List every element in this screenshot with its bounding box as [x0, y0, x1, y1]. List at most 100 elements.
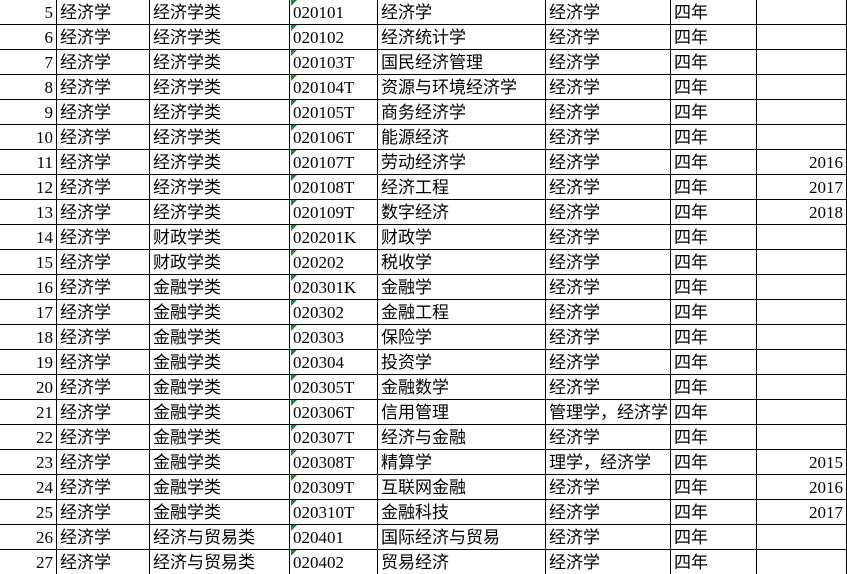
duration-cell[interactable]: 四年 [671, 400, 757, 425]
category-cell[interactable]: 经济学类 [150, 0, 290, 25]
year-added-cell[interactable] [757, 250, 847, 275]
discipline-cell[interactable]: 经济学 [57, 325, 150, 350]
category-cell[interactable]: 经济学类 [150, 150, 290, 175]
year-added-cell[interactable] [757, 125, 847, 150]
degree-cell[interactable]: 经济学 [546, 250, 671, 275]
major-code-cell[interactable]: 020304 [290, 350, 378, 375]
year-added-cell[interactable] [757, 25, 847, 50]
year-added-cell[interactable] [757, 550, 847, 574]
category-cell[interactable]: 经济学类 [150, 125, 290, 150]
duration-cell[interactable]: 四年 [671, 75, 757, 100]
year-added-cell[interactable]: 2018 [757, 200, 847, 225]
duration-cell[interactable]: 四年 [671, 525, 757, 550]
major-name-cell[interactable]: 经济学 [378, 0, 546, 25]
duration-cell[interactable]: 四年 [671, 475, 757, 500]
major-name-cell[interactable]: 数字经济 [378, 200, 546, 225]
discipline-cell[interactable]: 经济学 [57, 475, 150, 500]
degree-cell[interactable]: 经济学 [546, 350, 671, 375]
year-added-cell[interactable] [757, 350, 847, 375]
major-code-cell[interactable]: 020302 [290, 300, 378, 325]
degree-cell[interactable]: 经济学 [546, 225, 671, 250]
discipline-cell[interactable]: 经济学 [57, 200, 150, 225]
category-cell[interactable]: 财政学类 [150, 225, 290, 250]
year-added-cell[interactable] [757, 425, 847, 450]
degree-cell[interactable]: 经济学 [546, 300, 671, 325]
major-code-cell[interactable]: 020107T [290, 150, 378, 175]
major-name-cell[interactable]: 经济统计学 [378, 25, 546, 50]
year-added-cell[interactable] [757, 0, 847, 25]
year-added-cell[interactable] [757, 275, 847, 300]
degree-cell[interactable]: 经济学 [546, 475, 671, 500]
duration-cell[interactable]: 四年 [671, 450, 757, 475]
major-name-cell[interactable]: 国民经济管理 [378, 50, 546, 75]
degree-cell[interactable]: 经济学 [546, 325, 671, 350]
year-added-cell[interactable]: 2017 [757, 175, 847, 200]
row-number-cell[interactable]: 7 [0, 50, 57, 75]
category-cell[interactable]: 金融学类 [150, 275, 290, 300]
major-name-cell[interactable]: 金融学 [378, 275, 546, 300]
year-added-cell[interactable] [757, 225, 847, 250]
major-code-cell[interactable]: 020102 [290, 25, 378, 50]
year-added-cell[interactable] [757, 525, 847, 550]
category-cell[interactable]: 经济学类 [150, 75, 290, 100]
year-added-cell[interactable]: 2016 [757, 475, 847, 500]
discipline-cell[interactable]: 经济学 [57, 100, 150, 125]
degree-cell[interactable]: 管理学，经济学 [546, 400, 671, 425]
discipline-cell[interactable]: 经济学 [57, 300, 150, 325]
degree-cell[interactable]: 经济学 [546, 0, 671, 25]
row-number-cell[interactable]: 10 [0, 125, 57, 150]
major-code-cell[interactable]: 020308T [290, 450, 378, 475]
year-added-cell[interactable]: 2015 [757, 450, 847, 475]
year-added-cell[interactable] [757, 50, 847, 75]
duration-cell[interactable]: 四年 [671, 550, 757, 574]
major-code-cell[interactable]: 020402 [290, 550, 378, 574]
discipline-cell[interactable]: 经济学 [57, 350, 150, 375]
degree-cell[interactable]: 经济学 [546, 150, 671, 175]
degree-cell[interactable]: 经济学 [546, 425, 671, 450]
row-number-cell[interactable]: 14 [0, 225, 57, 250]
row-number-cell[interactable]: 18 [0, 325, 57, 350]
year-added-cell[interactable] [757, 400, 847, 425]
major-name-cell[interactable]: 税收学 [378, 250, 546, 275]
discipline-cell[interactable]: 经济学 [57, 500, 150, 525]
duration-cell[interactable]: 四年 [671, 175, 757, 200]
discipline-cell[interactable]: 经济学 [57, 450, 150, 475]
major-code-cell[interactable]: 020109T [290, 200, 378, 225]
major-name-cell[interactable]: 保险学 [378, 325, 546, 350]
row-number-cell[interactable]: 5 [0, 0, 57, 25]
degree-cell[interactable]: 理学，经济学 [546, 450, 671, 475]
discipline-cell[interactable]: 经济学 [57, 25, 150, 50]
category-cell[interactable]: 经济学类 [150, 50, 290, 75]
duration-cell[interactable]: 四年 [671, 375, 757, 400]
major-name-cell[interactable]: 资源与环境经济学 [378, 75, 546, 100]
discipline-cell[interactable]: 经济学 [57, 550, 150, 574]
degree-cell[interactable]: 经济学 [546, 200, 671, 225]
duration-cell[interactable]: 四年 [671, 100, 757, 125]
major-name-cell[interactable]: 金融科技 [378, 500, 546, 525]
degree-cell[interactable]: 经济学 [546, 525, 671, 550]
duration-cell[interactable]: 四年 [671, 225, 757, 250]
degree-cell[interactable]: 经济学 [546, 125, 671, 150]
discipline-cell[interactable]: 经济学 [57, 525, 150, 550]
major-code-cell[interactable]: 020202 [290, 250, 378, 275]
row-number-cell[interactable]: 6 [0, 25, 57, 50]
discipline-cell[interactable]: 经济学 [57, 225, 150, 250]
category-cell[interactable]: 财政学类 [150, 250, 290, 275]
year-added-cell[interactable] [757, 325, 847, 350]
discipline-cell[interactable]: 经济学 [57, 250, 150, 275]
row-number-cell[interactable]: 8 [0, 75, 57, 100]
row-number-cell[interactable]: 24 [0, 475, 57, 500]
major-name-cell[interactable]: 经济与金融 [378, 425, 546, 450]
major-code-cell[interactable]: 020108T [290, 175, 378, 200]
degree-cell[interactable]: 经济学 [546, 75, 671, 100]
degree-cell[interactable]: 经济学 [546, 375, 671, 400]
duration-cell[interactable]: 四年 [671, 150, 757, 175]
degree-cell[interactable]: 经济学 [546, 25, 671, 50]
major-code-cell[interactable]: 020306T [290, 400, 378, 425]
major-code-cell[interactable]: 020303 [290, 325, 378, 350]
major-name-cell[interactable]: 精算学 [378, 450, 546, 475]
discipline-cell[interactable]: 经济学 [57, 150, 150, 175]
row-number-cell[interactable]: 9 [0, 100, 57, 125]
discipline-cell[interactable]: 经济学 [57, 375, 150, 400]
year-added-cell[interactable] [757, 75, 847, 100]
